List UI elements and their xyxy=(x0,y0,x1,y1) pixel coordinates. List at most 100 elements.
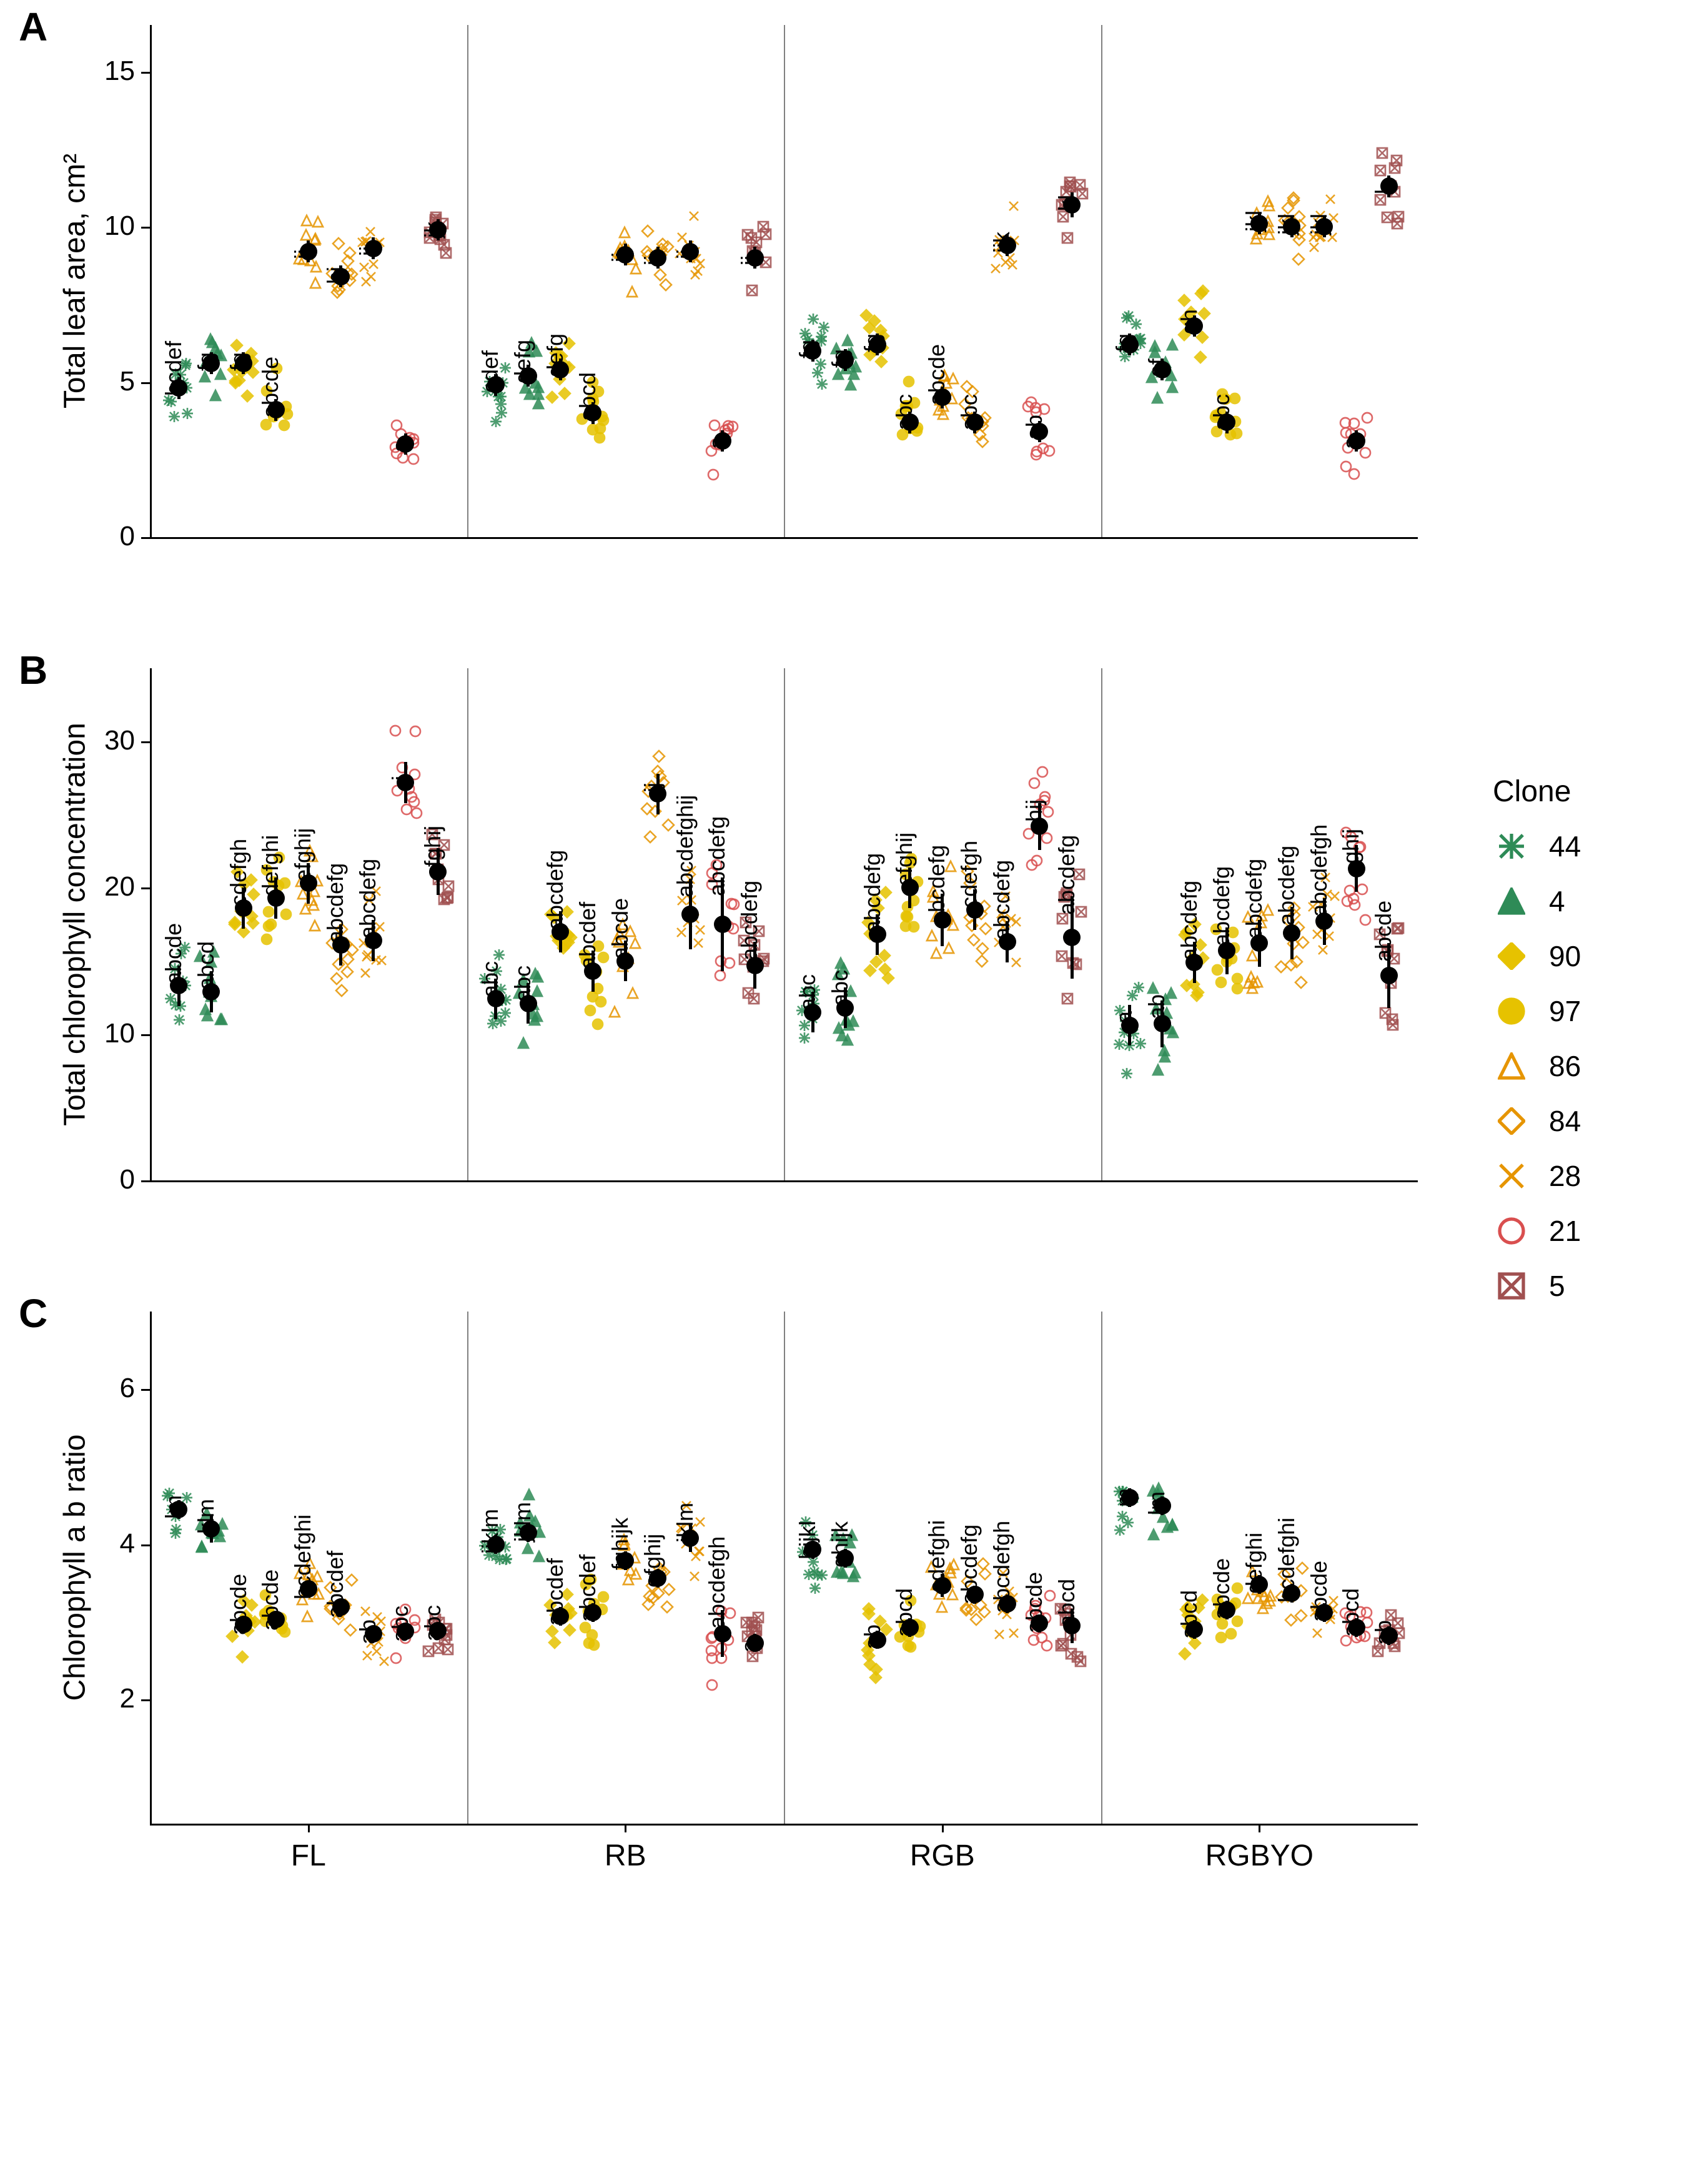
sig-label: abc xyxy=(891,394,918,430)
mean-point xyxy=(714,916,731,933)
jitter-point xyxy=(578,1621,592,1634)
jitter-point xyxy=(587,1638,601,1652)
jitter-point xyxy=(660,1600,674,1614)
sig-label: ab xyxy=(859,1624,886,1649)
jitter-point xyxy=(240,389,254,403)
jitter-point xyxy=(741,228,755,242)
jitter-point xyxy=(640,802,654,816)
jitter-point xyxy=(591,1017,605,1031)
jitter-point xyxy=(389,1651,403,1665)
y-tick-label: 15 xyxy=(85,56,135,87)
jitter-point xyxy=(1310,1626,1324,1640)
legend-item-5: 5 xyxy=(1493,1267,1581,1305)
jitter-point xyxy=(975,954,989,968)
sig-label: a xyxy=(704,437,730,449)
jitter-point xyxy=(558,387,571,400)
sig-label: abcdefg xyxy=(1176,881,1202,961)
y-tick xyxy=(141,741,150,743)
jitter-point xyxy=(688,268,702,282)
sig-label: abcdefg xyxy=(704,816,730,896)
plot-area: 246 xyxy=(150,1312,1418,1824)
jitter-point xyxy=(862,1607,876,1621)
sig-label: abcd xyxy=(575,372,601,421)
jitter-point xyxy=(859,309,873,322)
jitter-point xyxy=(756,220,770,234)
jitter-point xyxy=(965,919,979,932)
jitter-point xyxy=(1340,894,1354,908)
sig-label: defghi xyxy=(1241,1533,1267,1594)
jitter-point xyxy=(1165,380,1179,394)
jitter-point xyxy=(841,1033,854,1047)
sig-label: abc xyxy=(1209,394,1235,430)
sig-label: bcdefghi xyxy=(1274,1518,1300,1603)
jitter-point xyxy=(300,214,314,227)
y-tick-label: 20 xyxy=(85,871,135,902)
x-tick-label: RB xyxy=(605,1839,646,1873)
sig-label: abcd xyxy=(1176,1590,1202,1639)
sig-label: ij xyxy=(640,783,666,793)
jitter-point xyxy=(523,387,537,401)
legend-item-86: 86 xyxy=(1493,1047,1581,1085)
jitter-point xyxy=(688,1569,701,1583)
sig-label: fg xyxy=(193,352,219,371)
sig-label: abcdefg xyxy=(355,859,381,939)
sig-label: abcde xyxy=(1209,1558,1235,1619)
jitter-point xyxy=(960,380,974,393)
jitter-point xyxy=(422,1644,435,1658)
legend-marker-icon xyxy=(1493,1212,1530,1250)
sig-label: defghi xyxy=(257,835,284,896)
jitter-point xyxy=(844,378,858,392)
sig-label: hij xyxy=(1021,799,1047,822)
jitter-point xyxy=(1036,765,1049,779)
sig-label: ij xyxy=(672,249,698,259)
legend-item-44: 44 xyxy=(1493,828,1581,865)
jitter-point xyxy=(164,395,178,408)
sig-label: hijkl xyxy=(794,1520,821,1559)
jitter-point xyxy=(815,1568,829,1582)
legend-marker-icon xyxy=(1493,992,1530,1030)
x-tick xyxy=(1259,1824,1260,1832)
jitter-point xyxy=(1009,956,1023,969)
jitter-point xyxy=(1373,193,1387,207)
x-tick xyxy=(625,1824,626,1832)
jitter-point xyxy=(1061,992,1074,1006)
sig-label: ab xyxy=(355,1619,381,1644)
legend-label: 84 xyxy=(1549,1104,1581,1138)
sig-label: jkl xyxy=(1241,210,1267,232)
sig-label: j xyxy=(387,776,413,781)
x-tick xyxy=(308,1824,310,1832)
mean-point xyxy=(1380,967,1398,984)
sig-label: abcdefg xyxy=(1274,846,1300,926)
jitter-point xyxy=(713,969,727,982)
panel-B: BTotal chlorophyll concentration0102030 xyxy=(25,668,1455,1199)
sig-label: fg xyxy=(827,349,853,368)
jitter-point xyxy=(1214,976,1228,989)
sig-label: ij xyxy=(736,255,763,265)
jitter-point xyxy=(545,390,559,404)
sig-label: fghij xyxy=(420,826,446,867)
sig-label: abcde xyxy=(1021,1571,1047,1633)
jitter-point xyxy=(1177,294,1191,307)
jitter-point xyxy=(814,357,828,371)
panel-C: CChlorophyll a b ratio246 xyxy=(25,1312,1455,1880)
jitter-point xyxy=(652,749,666,763)
legend-label: 97 xyxy=(1549,994,1581,1028)
sig-label: abcdefg xyxy=(1054,835,1080,915)
y-tick-label: 10 xyxy=(85,1018,135,1049)
sig-label: abcdef xyxy=(322,1551,349,1618)
sig-label: ij xyxy=(290,249,316,259)
legend-label: 90 xyxy=(1549,939,1581,973)
jitter-point xyxy=(370,1644,383,1658)
jitter-point xyxy=(1224,1627,1238,1641)
sig-label: l xyxy=(1370,189,1397,194)
jitter-point xyxy=(618,225,631,239)
legend-item-28: 28 xyxy=(1493,1157,1581,1195)
sig-label: cdef xyxy=(477,350,503,393)
jitter-point xyxy=(235,1650,249,1664)
jitter-point xyxy=(1006,258,1019,272)
jitter-point xyxy=(1316,943,1330,957)
jitter-point xyxy=(214,1012,227,1026)
sig-label: jklm xyxy=(672,1503,698,1543)
jitter-point xyxy=(706,468,720,482)
jitter-point xyxy=(410,806,423,820)
